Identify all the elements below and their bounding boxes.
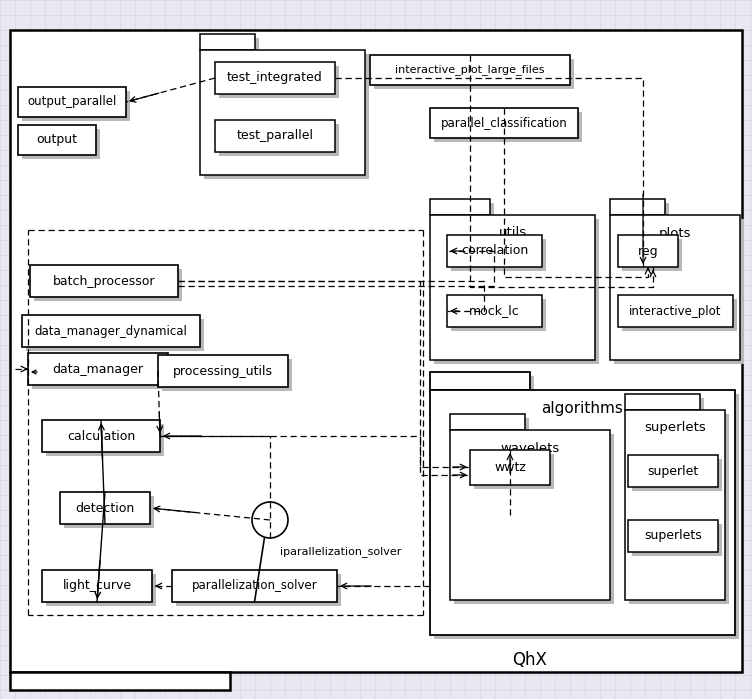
Bar — [32, 357, 172, 389]
Bar — [215, 120, 335, 152]
Bar — [10, 672, 230, 690]
Text: detection: detection — [75, 501, 135, 514]
Text: correlation: correlation — [461, 245, 528, 257]
Text: wwtz: wwtz — [494, 461, 526, 474]
Text: interactive_plot_large_files: interactive_plot_large_files — [396, 64, 544, 75]
Bar — [614, 203, 669, 219]
Text: output_parallel: output_parallel — [27, 96, 117, 108]
Bar — [158, 355, 288, 387]
Bar — [451, 239, 546, 271]
Text: interactive_plot: interactive_plot — [629, 305, 722, 317]
Bar — [629, 398, 704, 414]
Bar — [22, 315, 200, 347]
Bar — [451, 299, 546, 331]
Bar — [632, 524, 722, 556]
Text: wavelets: wavelets — [500, 442, 559, 454]
Text: plots: plots — [659, 226, 691, 240]
Bar — [64, 496, 154, 528]
Bar — [430, 199, 490, 215]
Bar — [22, 91, 130, 121]
Bar — [34, 269, 182, 301]
Bar — [628, 455, 718, 487]
Bar — [622, 239, 682, 271]
Text: iparallelization_solver: iparallelization_solver — [280, 547, 402, 558]
Text: data_manager: data_manager — [53, 363, 144, 375]
Bar — [370, 55, 570, 85]
Bar — [215, 62, 335, 94]
Bar — [434, 394, 739, 639]
Bar — [204, 38, 259, 54]
Bar — [618, 295, 733, 327]
Bar — [629, 414, 729, 604]
Text: output: output — [37, 134, 77, 147]
Bar — [176, 574, 341, 606]
Text: reg: reg — [638, 245, 658, 257]
Bar — [18, 125, 96, 155]
Text: batch_processor: batch_processor — [53, 275, 155, 287]
Bar — [450, 430, 610, 600]
Bar — [434, 219, 599, 364]
Text: light_curve: light_curve — [62, 579, 132, 593]
Bar — [454, 434, 614, 604]
Bar — [219, 66, 339, 98]
Bar — [614, 219, 744, 364]
Bar — [42, 570, 152, 602]
Bar — [447, 295, 542, 327]
Text: calculation: calculation — [67, 429, 135, 442]
Bar — [610, 215, 740, 360]
Text: processing_utils: processing_utils — [173, 364, 273, 377]
Bar — [625, 410, 725, 600]
Bar — [172, 570, 337, 602]
Bar — [625, 394, 700, 410]
Bar — [618, 235, 678, 267]
Text: superlets: superlets — [644, 530, 702, 542]
Text: test_parallel: test_parallel — [236, 129, 314, 143]
Bar — [434, 376, 534, 394]
Bar — [622, 299, 737, 331]
Bar — [474, 454, 554, 489]
Bar — [430, 108, 578, 138]
Bar — [434, 112, 582, 142]
Bar — [447, 235, 542, 267]
Bar — [430, 215, 595, 360]
Bar — [430, 372, 530, 390]
Bar — [18, 87, 126, 117]
Bar — [628, 520, 718, 552]
Bar — [30, 265, 178, 297]
Bar — [46, 424, 164, 456]
Bar — [219, 124, 339, 156]
Text: utils: utils — [499, 226, 526, 240]
Bar — [470, 450, 550, 485]
Text: mock_lc: mock_lc — [469, 305, 520, 317]
Text: data_manager_dynamical: data_manager_dynamical — [35, 324, 187, 338]
Bar — [430, 390, 735, 635]
Bar — [374, 59, 574, 89]
Text: parallelization_solver: parallelization_solver — [192, 579, 317, 593]
Bar — [632, 459, 722, 491]
Bar — [22, 129, 100, 159]
Bar — [26, 319, 204, 351]
Bar — [204, 54, 369, 179]
Bar — [450, 414, 525, 430]
Text: tests: tests — [266, 62, 299, 75]
Bar — [162, 359, 292, 391]
Text: superlet: superlet — [647, 465, 699, 477]
Circle shape — [252, 502, 288, 538]
Bar — [200, 50, 365, 175]
Bar — [434, 203, 494, 219]
Bar — [454, 418, 529, 434]
Text: parallel_classification: parallel_classification — [441, 117, 567, 129]
Text: superlets: superlets — [644, 421, 706, 435]
Bar — [610, 199, 665, 215]
Text: QhX: QhX — [513, 651, 547, 669]
Bar — [200, 34, 255, 50]
Bar — [60, 492, 150, 524]
Bar — [42, 420, 160, 452]
Text: test_integrated: test_integrated — [227, 71, 323, 85]
Bar — [46, 574, 156, 606]
Bar — [28, 353, 168, 385]
Text: algorithms: algorithms — [541, 401, 623, 415]
